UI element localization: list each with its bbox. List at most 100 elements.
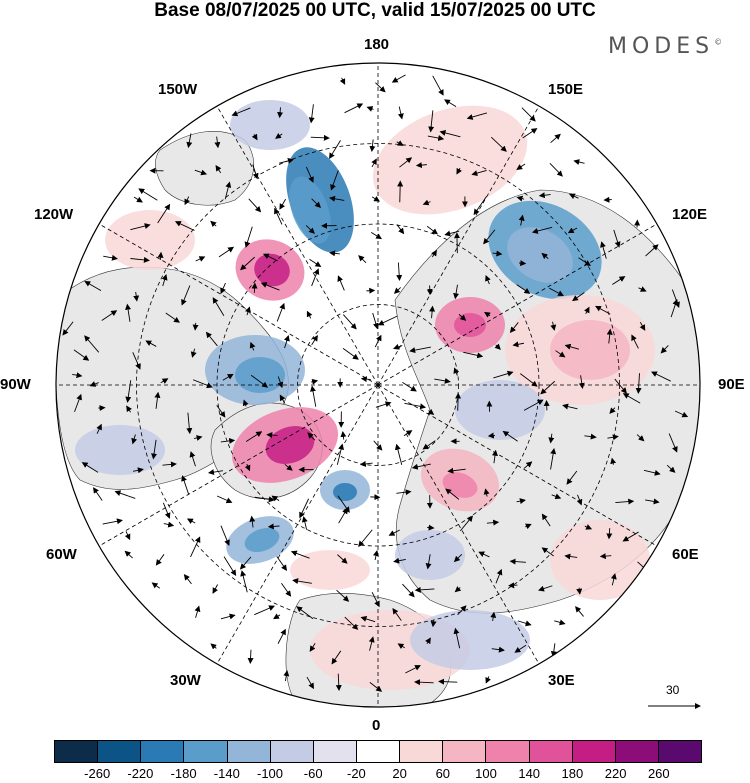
wind-vector <box>284 463 293 471</box>
lon-label-60e: 60E <box>672 546 699 563</box>
wind-vector <box>277 628 286 644</box>
wind-vector <box>220 437 236 444</box>
wind-vector <box>181 475 190 495</box>
wind-vector <box>622 393 641 404</box>
wind-vector <box>299 498 310 519</box>
wind-vector <box>388 529 400 536</box>
wind-vector <box>242 399 249 407</box>
colorbar-tick-label: -100 <box>256 766 284 781</box>
wind-vector <box>566 470 578 485</box>
wind-vector <box>483 229 496 245</box>
wind-vector <box>584 306 590 315</box>
wind-vector <box>369 139 376 153</box>
wind-vector <box>550 133 561 144</box>
wind-vector <box>432 75 444 96</box>
wind-vector <box>522 128 538 139</box>
wind-vector <box>622 531 639 542</box>
lon-label-90w: 90W <box>0 376 31 393</box>
wind-vector <box>668 433 678 453</box>
wind-vector <box>336 443 345 465</box>
wind-vector <box>124 531 131 541</box>
colorbar-tick-label: -260 <box>84 766 111 781</box>
wind-vector <box>568 193 579 200</box>
lon-label-120w: 120W <box>34 206 74 223</box>
colorbar-tick-label: -180 <box>170 766 197 781</box>
wind-vector <box>190 348 197 358</box>
wind-vector <box>371 195 381 202</box>
wind-vector <box>455 392 462 411</box>
wind-vector <box>514 644 527 653</box>
anomaly-contour <box>550 320 630 380</box>
wind-vector <box>393 343 403 350</box>
wind-vector <box>487 432 495 439</box>
wind-vector <box>306 310 313 319</box>
wind-vector <box>306 676 314 690</box>
wind-vector <box>210 643 217 650</box>
wind-vector <box>371 158 377 168</box>
wind-vector <box>210 220 217 228</box>
wind-vector <box>131 434 138 445</box>
wind-vector <box>216 495 233 504</box>
wind-vector <box>531 226 553 234</box>
wind-vector <box>525 523 532 530</box>
wind-vector <box>186 518 196 524</box>
meridian-line <box>216 384 379 665</box>
colorbar-swatch <box>98 741 142 762</box>
wind-vector <box>377 315 398 326</box>
wind-vector <box>491 646 505 653</box>
wind-vector <box>279 157 294 164</box>
colorbar-tick-label: 60 <box>435 766 451 781</box>
wind-vector <box>485 676 491 684</box>
wind-vector <box>155 554 165 566</box>
anomaly-contour <box>254 253 290 287</box>
wind-vector <box>483 488 490 497</box>
wind-vector <box>548 433 555 444</box>
wind-vector <box>101 310 118 321</box>
colorbar-tick-label: 20 <box>392 766 407 781</box>
wind-vector <box>212 297 225 317</box>
wind-vector <box>428 110 435 133</box>
wind-vector <box>425 554 432 570</box>
wind-vector <box>397 180 404 203</box>
wind-vector <box>427 408 435 415</box>
wind-vector <box>509 558 526 565</box>
wind-vector <box>399 157 413 168</box>
wind-vector <box>660 345 669 354</box>
wind-vector <box>162 502 171 519</box>
wind-vector <box>205 331 218 347</box>
wind-vector <box>329 140 341 160</box>
wind-vector <box>447 467 466 474</box>
anomaly-contour <box>289 176 331 244</box>
colorbar-swatch <box>443 741 487 762</box>
wind-vector <box>459 515 473 532</box>
wind-vector <box>310 134 330 141</box>
wind-vector <box>493 370 514 379</box>
wind-vector <box>342 347 359 360</box>
map-title: Base 08/07/2025 00 UTC, valid 15/07/2025… <box>154 0 596 21</box>
wind-vector <box>541 547 554 557</box>
wind-vector <box>392 607 402 621</box>
wind-vector <box>521 107 536 122</box>
wind-vector <box>284 334 290 349</box>
wind-vector <box>610 457 617 465</box>
wind-vector <box>373 440 383 451</box>
wind-vector <box>373 549 379 561</box>
wind-vector <box>254 605 275 616</box>
wind-vector <box>564 343 580 350</box>
colorbar-tick-label: 100 <box>475 766 497 781</box>
wind-vector <box>396 262 403 282</box>
wind-vector <box>639 321 646 331</box>
wind-vector <box>277 107 284 119</box>
wind-vector <box>114 490 136 499</box>
wind-vector <box>276 556 287 571</box>
wind-vector <box>635 373 642 394</box>
wind-vector <box>458 313 467 321</box>
wind-vector <box>564 553 578 560</box>
wind-vector <box>330 170 339 191</box>
wind-vector <box>517 620 532 627</box>
wind-vector <box>218 246 235 258</box>
wind-vector <box>96 423 102 434</box>
anomaly-contour <box>235 357 285 393</box>
wind-vector <box>516 498 526 505</box>
wind-vector <box>518 260 527 267</box>
